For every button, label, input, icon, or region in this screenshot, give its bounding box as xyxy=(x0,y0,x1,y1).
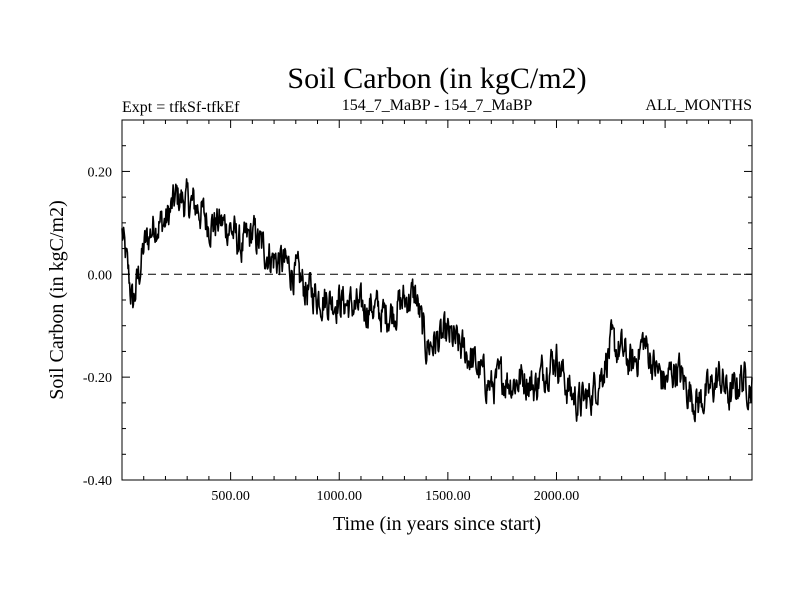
subtitle-period: 154_7_MaBP - 154_7_MaBP xyxy=(342,97,533,114)
y-tick-label: -0.40 xyxy=(83,474,112,489)
chart-title: Soil Carbon (in kgC/m2) xyxy=(287,62,586,95)
x-tick-label: 500.00 xyxy=(211,489,250,504)
plot-frame xyxy=(121,119,753,481)
x-axis-label: Time (in years since start) xyxy=(333,513,541,535)
series-line-soil-carbon xyxy=(121,178,753,423)
x-tick-label: 1500.00 xyxy=(425,489,471,504)
x-tick-label: 2000.00 xyxy=(534,489,580,504)
y-tick-label: -0.20 xyxy=(83,371,112,386)
axis-ticks: 500.00 1000.00 1500.00 2000.00 0.20 0.00 -0.20… xyxy=(83,119,752,504)
x-tick-label: 1000.00 xyxy=(316,489,362,504)
y-tick-label: 0.20 xyxy=(88,165,113,180)
y-tick-label: 0.00 xyxy=(88,268,113,283)
subtitle-experiment: Expt = tfkSf-tfkEf xyxy=(122,99,240,116)
y-axis-label: Soil Carbon (in kgC/m2) xyxy=(46,200,68,399)
subtitle-months: ALL_MONTHS xyxy=(645,97,752,114)
